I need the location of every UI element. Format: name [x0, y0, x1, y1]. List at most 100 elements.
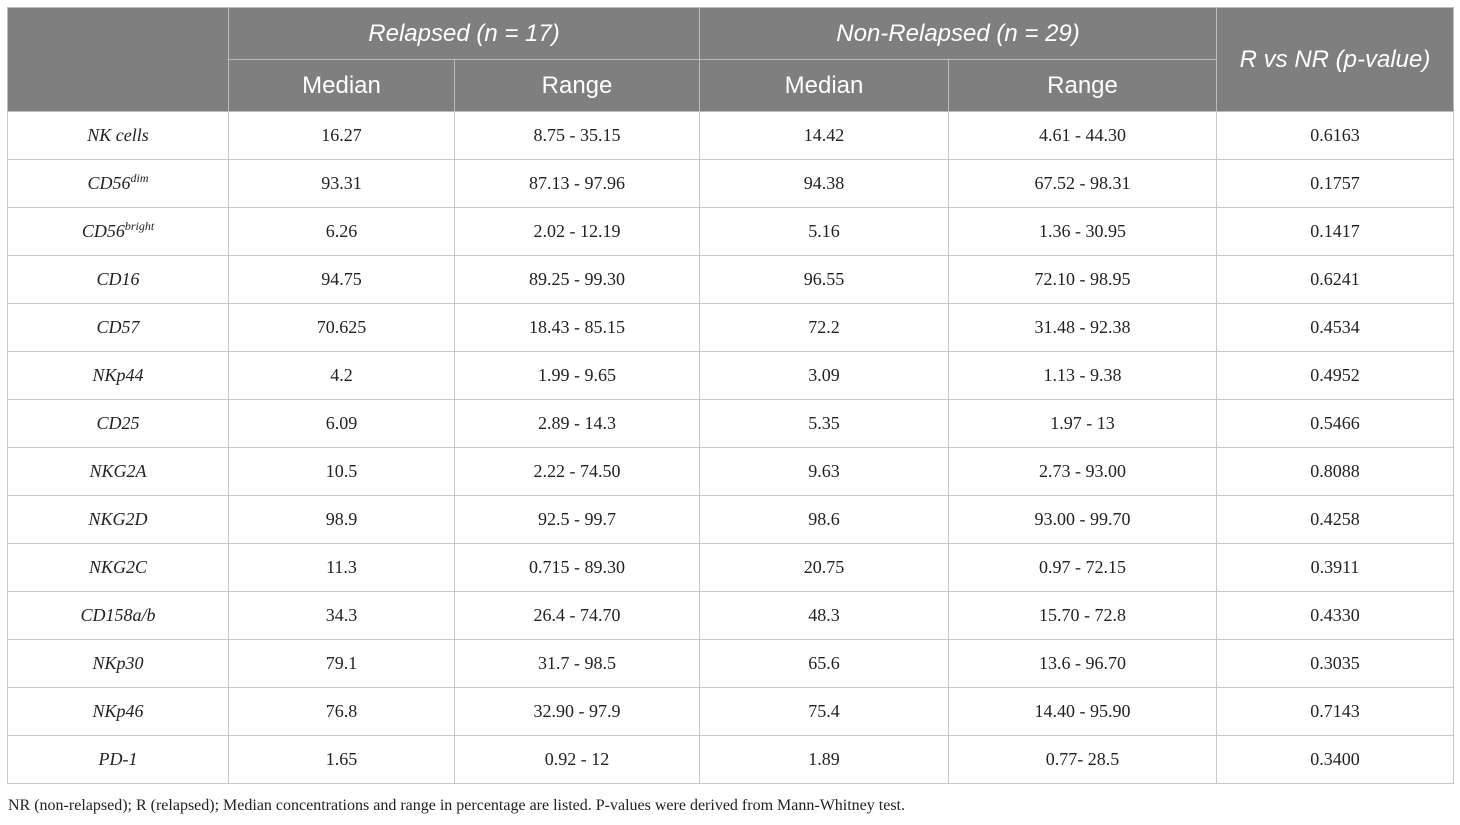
- nonrelapsed-median-cell: 14.42: [699, 111, 950, 160]
- marker-name: CD25: [96, 413, 140, 433]
- nonrelapsed-range-cell: 1.97 - 13: [948, 399, 1218, 448]
- table-row: NKp44 4.2 1.99 - 9.65 3.09 1.13 - 9.38 0.4952: [7, 351, 1455, 400]
- table-body: NK cells 16.27 8.75 - 35.15 14.42 4.61 - 44.…: [7, 111, 1455, 784]
- marker-name: NKG2A: [89, 461, 147, 481]
- relapsed-median-cell: 70.625: [228, 303, 455, 352]
- marker-cell: NKG2C: [7, 543, 229, 592]
- relapsed-range-cell: 8.75 - 35.15: [453, 111, 701, 160]
- marker-cell: PD-1: [7, 735, 229, 784]
- table-footnote: NR (non-relapsed); R (relapsed); Median …: [8, 797, 905, 814]
- pvalue-cell: 0.1417: [1216, 207, 1455, 256]
- relapsed-median-cell: 11.3: [228, 543, 455, 592]
- table-row: CD25 6.09 2.89 - 14.3 5.35 1.97 - 13 0.5466: [7, 399, 1455, 448]
- table-row: NKG2C 11.3 0.715 - 89.30 20.75 0.97 - 72.15 0…: [7, 543, 1455, 592]
- nonrelapsed-range-cell: 1.13 - 9.38: [948, 351, 1218, 400]
- marker-cell: CD25: [7, 399, 229, 448]
- relapsed-range-cell: 2.22 - 74.50: [453, 447, 701, 496]
- nonrelapsed-range-cell: 31.48 - 92.38: [948, 303, 1218, 352]
- relapsed-median-cell: 93.31: [228, 159, 455, 208]
- nonrelapsed-median-cell: 96.55: [699, 255, 950, 304]
- marker-cell: CD56dim: [7, 159, 229, 208]
- marker-name: NKG2C: [88, 557, 148, 577]
- marker-name: NKp30: [92, 653, 144, 673]
- marker-cell: CD158a/b: [7, 591, 229, 640]
- table-row: NK cells 16.27 8.75 - 35.15 14.42 4.61 - 44.…: [7, 111, 1455, 160]
- nonrelapsed-median-cell: 48.3: [699, 591, 950, 640]
- pvalue-cell: 0.4952: [1216, 351, 1455, 400]
- pvalue-cell: 0.1757: [1216, 159, 1455, 208]
- table-row: PD-1 1.65 0.92 - 12 1.89 0.77- 28.5 0.3400: [7, 735, 1455, 784]
- table-row: CD158a/b 34.3 26.4 - 74.70 48.3 15.70 - 72.8…: [7, 591, 1455, 640]
- marker-cell: CD16: [7, 255, 229, 304]
- pvalue-cell: 0.4534: [1216, 303, 1455, 352]
- marker-cell: NKp30: [7, 639, 229, 688]
- marker-cell: NKp46: [7, 687, 229, 736]
- relapsed-range-cell: 32.90 - 97.9: [453, 687, 701, 736]
- relapsed-median-cell: 6.09: [228, 399, 455, 448]
- marker-name: NKG2D: [88, 509, 148, 529]
- pvalue-cell: 0.4330: [1216, 591, 1455, 640]
- header-relapsed-group: Relapsed (n = 17): [227, 7, 701, 60]
- table-header: Relapsed (n = 17) Non-Relapsed (n = 29) …: [7, 7, 1455, 112]
- relapsed-range-cell: 0.715 - 89.30: [453, 543, 701, 592]
- nonrelapsed-median-cell: 9.63: [699, 447, 950, 496]
- relapsed-range-cell: 31.7 - 98.5: [453, 639, 701, 688]
- nonrelapsed-range-cell: 0.77- 28.5: [948, 735, 1218, 784]
- header-nonrelapsed-range: Range: [948, 59, 1218, 112]
- marker-cell: NKG2A: [7, 447, 229, 496]
- relapsed-range-cell: 2.89 - 14.3: [453, 399, 701, 448]
- nonrelapsed-range-cell: 4.61 - 44.30: [948, 111, 1218, 160]
- nonrelapsed-range-cell: 0.97 - 72.15: [948, 543, 1218, 592]
- nonrelapsed-range-cell: 93.00 - 99.70: [948, 495, 1218, 544]
- marker-cell: CD56bright: [7, 207, 229, 256]
- relapsed-median-cell: 1.65: [228, 735, 455, 784]
- marker-name: PD-1: [98, 749, 138, 769]
- relapsed-range-cell: 2.02 - 12.19: [453, 207, 701, 256]
- marker-name: NK cells: [87, 125, 149, 145]
- pvalue-cell: 0.7143: [1216, 687, 1455, 736]
- nk-marker-table: Relapsed (n = 17) Non-Relapsed (n = 29) …: [7, 7, 1455, 784]
- pvalue-cell: 0.3911: [1216, 543, 1455, 592]
- nonrelapsed-median-cell: 5.16: [699, 207, 950, 256]
- nonrelapsed-range-cell: 2.73 - 93.00: [948, 447, 1218, 496]
- marker-cell: CD57: [7, 303, 229, 352]
- relapsed-median-cell: 10.5: [228, 447, 455, 496]
- table-row: CD56bright 6.26 2.02 - 12.19 5.16 1.36 - 30.…: [7, 207, 1455, 256]
- header-pvalue: R vs NR (p-value): [1216, 7, 1455, 112]
- marker-name: CD57: [96, 317, 140, 337]
- relapsed-range-cell: 92.5 - 99.7: [453, 495, 701, 544]
- header-relapsed-range: Range: [453, 59, 701, 112]
- relapsed-median-cell: 94.75: [228, 255, 455, 304]
- nonrelapsed-median-cell: 20.75: [699, 543, 950, 592]
- marker-name: CD56: [81, 221, 125, 241]
- marker-cell: NKG2D: [7, 495, 229, 544]
- relapsed-median-cell: 16.27: [228, 111, 455, 160]
- marker-superscript: bright: [124, 219, 155, 233]
- relapsed-range-cell: 26.4 - 74.70: [453, 591, 701, 640]
- pvalue-cell: 0.3035: [1216, 639, 1455, 688]
- nonrelapsed-range-cell: 15.70 - 72.8: [948, 591, 1218, 640]
- relapsed-median-cell: 76.8: [228, 687, 455, 736]
- nonrelapsed-range-cell: 13.6 - 96.70: [948, 639, 1218, 688]
- table-row: NKp46 76.8 32.90 - 97.9 75.4 14.40 - 95.90 0.…: [7, 687, 1455, 736]
- table-row: NKp30 79.1 31.7 - 98.5 65.6 13.6 - 96.70 0.30…: [7, 639, 1455, 688]
- nonrelapsed-median-cell: 98.6: [699, 495, 950, 544]
- marker-name: CD56: [87, 173, 131, 193]
- nonrelapsed-median-cell: 75.4: [699, 687, 950, 736]
- table-row: NKG2D 98.9 92.5 - 99.7 98.6 93.00 - 99.70 0.4…: [7, 495, 1455, 544]
- relapsed-median-cell: 34.3: [228, 591, 455, 640]
- nonrelapsed-range-cell: 14.40 - 95.90: [948, 687, 1218, 736]
- relapsed-median-cell: 4.2: [228, 351, 455, 400]
- nonrelapsed-median-cell: 65.6: [699, 639, 950, 688]
- pvalue-cell: 0.8088: [1216, 447, 1455, 496]
- relapsed-range-cell: 87.13 - 97.96: [453, 159, 701, 208]
- marker-name: NKp44: [92, 365, 144, 385]
- header-relapsed-median: Median: [228, 59, 455, 112]
- nonrelapsed-median-cell: 5.35: [699, 399, 950, 448]
- nonrelapsed-median-cell: 94.38: [699, 159, 950, 208]
- nonrelapsed-range-cell: 1.36 - 30.95: [948, 207, 1218, 256]
- table-row: NKG2A 10.5 2.22 - 74.50 9.63 2.73 - 93.00 0.8…: [7, 447, 1455, 496]
- pvalue-cell: 0.3400: [1216, 735, 1455, 784]
- relapsed-median-cell: 6.26: [228, 207, 455, 256]
- pvalue-cell: 0.6163: [1216, 111, 1455, 160]
